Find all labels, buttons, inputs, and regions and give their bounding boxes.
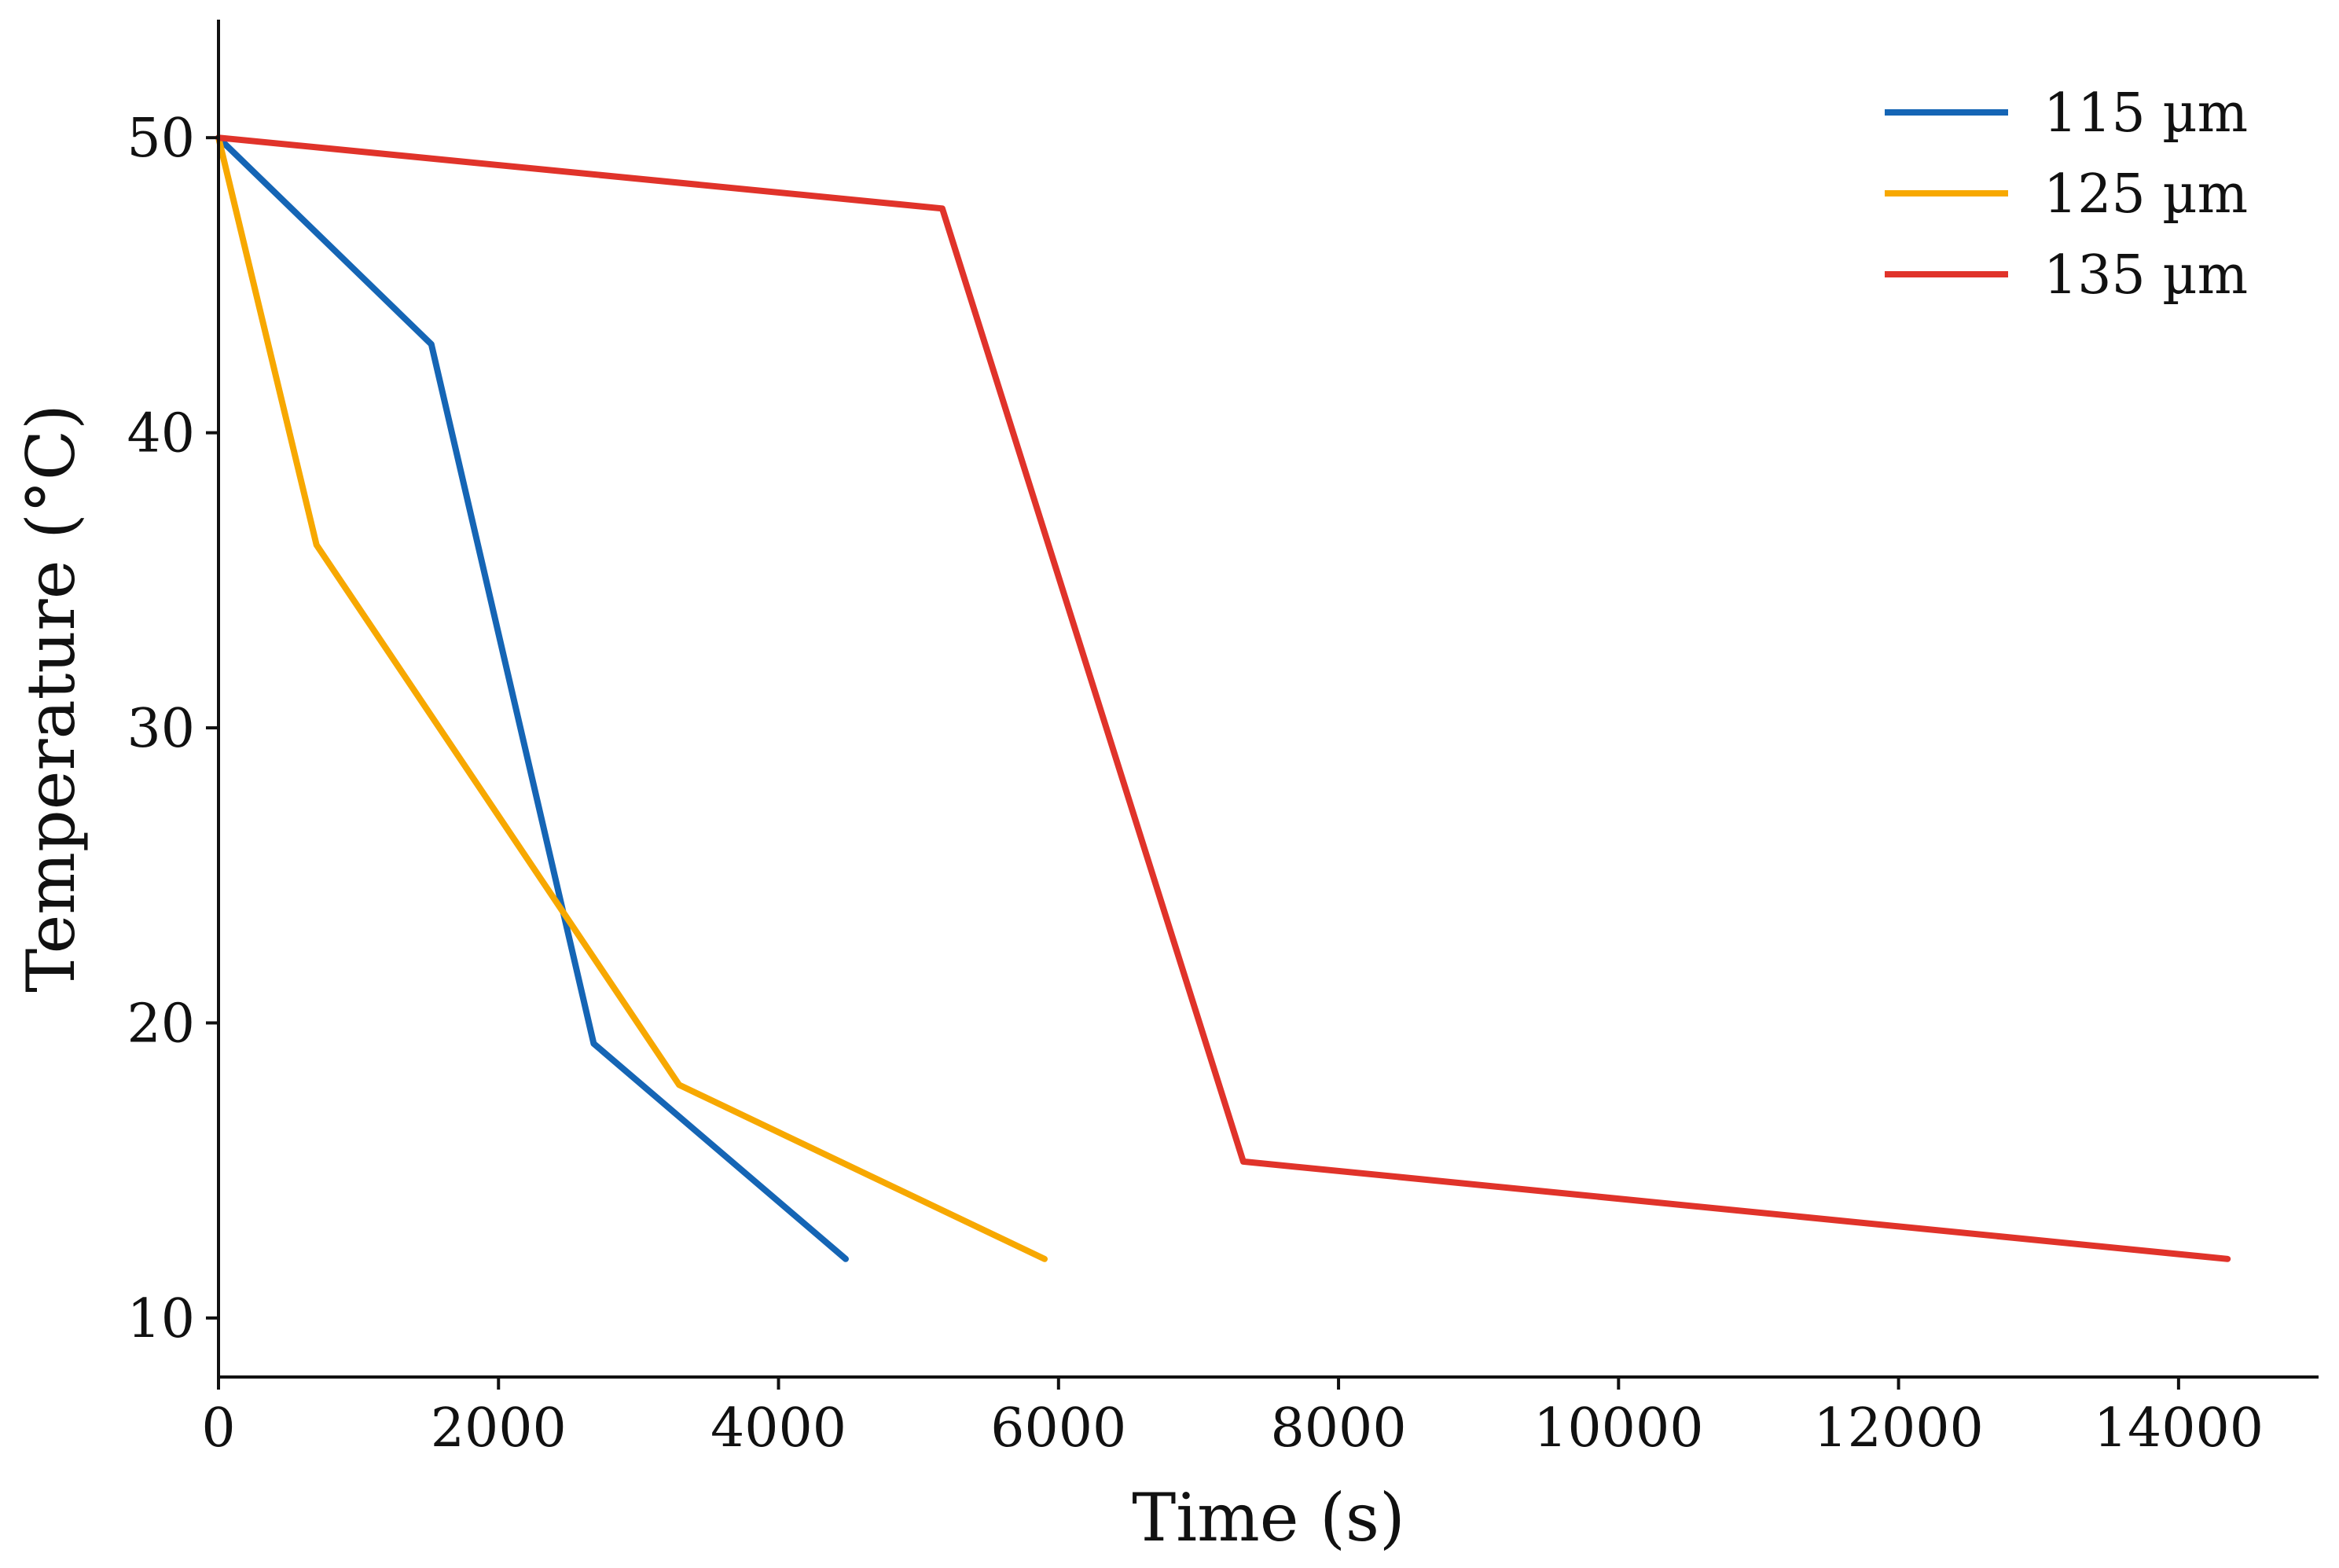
legend: 115 µm 125 µm 135 µm [1885,83,2248,307]
y-axis-title: Temperature (°C) [13,404,90,993]
x-tick-label: 14000 [2094,1397,2264,1460]
x-tick-label: 10000 [1533,1397,1703,1460]
x-tick-label: 12000 [1813,1397,1983,1460]
series-layer [215,134,2231,1262]
legend-label-1: 115 µm [2043,83,2248,145]
x-tick-label: 6000 [990,1397,1126,1460]
x-tick-label: 2000 [431,1397,567,1460]
legend-label-3: 135 µm [2043,244,2248,307]
series-line-3 [215,134,2231,1262]
y-tick-label: 40 [127,403,195,465]
axes-layer [217,20,2319,1379]
x-tick-label: 8000 [1271,1397,1407,1460]
y-tick-label: 30 [127,698,195,760]
series-line-1 [215,134,849,1262]
x-tick-label: 0 [201,1397,235,1460]
y-tick-label: 10 [127,1288,195,1350]
x-axis-title: Time (s) [1132,1479,1405,1556]
series-line-2 [215,134,1048,1262]
y-ticks: 10 20 30 40 50 [127,108,218,1350]
x-ticks: 0 2000 4000 6000 8000 10000 12000 14000 [201,1377,2264,1460]
legend-label-2: 125 µm [2043,163,2248,226]
x-tick-label: 4000 [711,1397,846,1460]
y-tick-label: 20 [127,993,195,1055]
y-tick-label: 50 [127,108,195,170]
